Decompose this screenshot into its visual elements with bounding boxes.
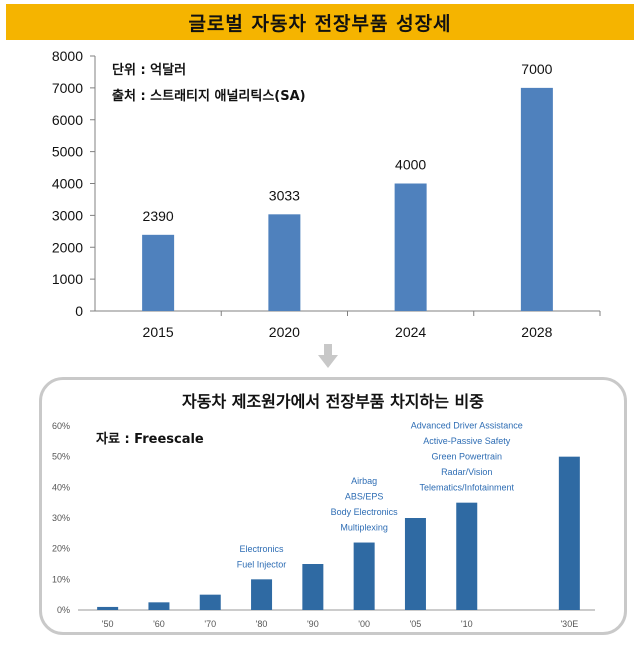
bar (268, 214, 301, 311)
share-chart-panel (39, 377, 627, 635)
y-tick-label: 0 (75, 303, 83, 319)
x-tick-label: 2015 (143, 324, 174, 340)
y-tick-label: 4000 (52, 176, 83, 192)
bar (394, 183, 427, 311)
data-label: 4000 (395, 157, 426, 173)
bar (142, 234, 175, 311)
y-tick-label: 5000 (52, 144, 83, 160)
x-tick-label: 2020 (269, 324, 300, 340)
y-tick-label: 1000 (52, 271, 83, 287)
chart-annotation: 단위 : 억달러 (112, 62, 186, 78)
y-tick-label: 7000 (52, 80, 83, 96)
share-chart-title: 자동차 제조원가에서 전장부품 차지하는 비중 (182, 392, 484, 411)
y-tick-label: 3000 (52, 207, 83, 223)
data-label: 7000 (521, 61, 552, 77)
data-label: 3033 (269, 187, 300, 203)
data-label: 2390 (143, 208, 174, 224)
y-tick-label: 8000 (52, 48, 83, 64)
bar (520, 87, 553, 311)
down-arrow-icon (318, 344, 338, 368)
y-tick-label: 2000 (52, 239, 83, 255)
growth-bar-chart: 0 1000 2000 3000 4000 5000 6000 7000 8000 2390 201… (52, 48, 601, 340)
x-tick-label: 2024 (395, 324, 426, 340)
banner-title: 글로벌 자동차 전장부품 성장세 (6, 4, 634, 40)
y-tick-label: 6000 (52, 112, 83, 128)
chart-annotation: 출처 : 스트래티지 애널리틱스(SA) (112, 88, 306, 104)
x-tick-label: 2028 (521, 324, 552, 340)
